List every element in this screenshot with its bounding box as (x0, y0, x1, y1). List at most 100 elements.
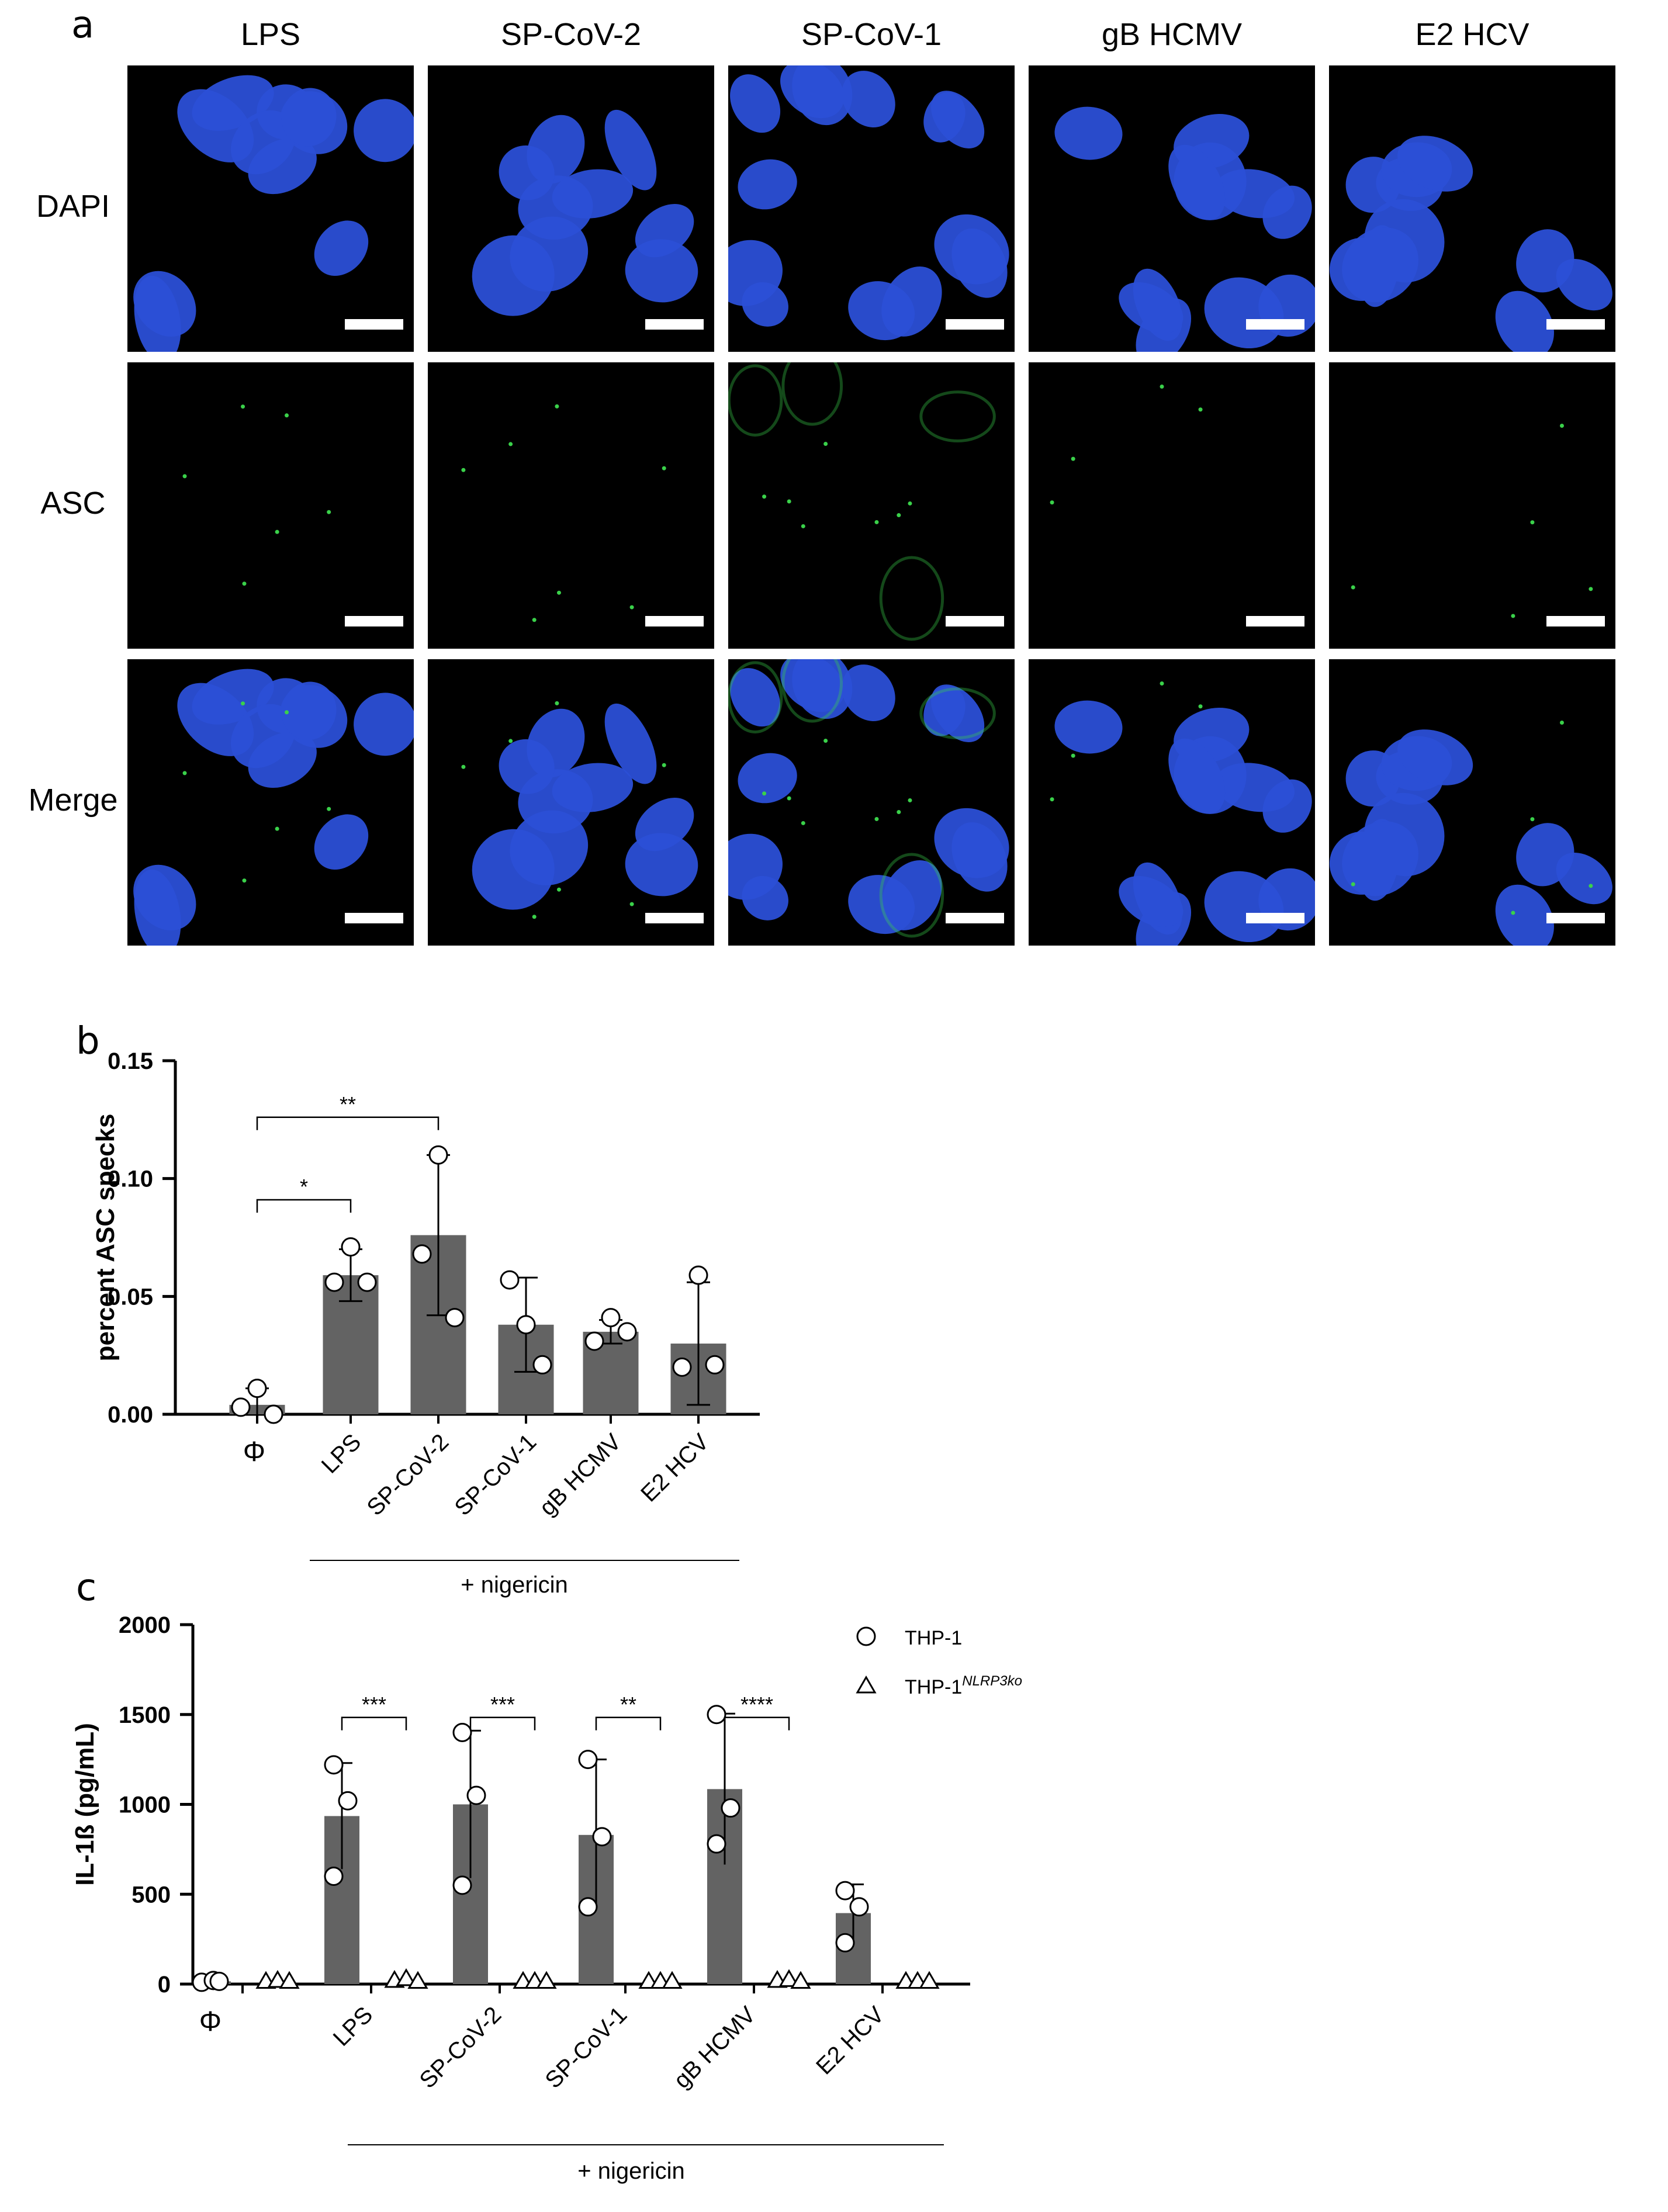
asc-ring (919, 390, 996, 442)
micrograph-dapi (1029, 65, 1315, 352)
significance-label: *** (362, 1692, 386, 1716)
asc-speck (1511, 614, 1515, 618)
nucleus (1168, 144, 1226, 220)
data-point-thp1-nlrp3ko (536, 1971, 557, 1989)
nucleus (604, 109, 657, 191)
nucleus (842, 664, 895, 721)
micrograph-asc (1329, 362, 1615, 649)
data-point (672, 1357, 692, 1377)
asc-speck (461, 764, 466, 769)
data-point (324, 1272, 344, 1292)
micrograph-image (182, 404, 331, 586)
asc-speck (801, 821, 805, 825)
column-header: E2 HCV (1415, 17, 1529, 52)
micrograph-image (728, 659, 1009, 938)
nucleus (1054, 106, 1123, 160)
data-point (247, 1379, 267, 1398)
data-point-thp1-nlrp3ko (662, 1971, 683, 1989)
data-point-thp1 (707, 1834, 726, 1854)
nucleus (1262, 185, 1312, 239)
scale-bar (345, 319, 403, 330)
nucleus (848, 875, 915, 934)
nucleus (1342, 227, 1418, 303)
legend-label-thp1-nlrp3ko: THP-1NLRP3ko (905, 1673, 1022, 1698)
asc-speck (242, 581, 247, 586)
asc-speck (461, 468, 466, 472)
data-point-thp1-nlrp3ko (396, 1968, 417, 1986)
asc-speck (1511, 911, 1515, 915)
scale-bar (345, 616, 403, 626)
nucleus (314, 814, 369, 870)
data-point-thp1-nlrp3ko (279, 1971, 300, 1989)
data-point (705, 1355, 725, 1375)
data-point (357, 1272, 377, 1292)
asc-speck (908, 798, 912, 802)
micrograph-image (133, 75, 414, 352)
legend-marker-thp1-nlrp3ko (856, 1675, 877, 1694)
y-tick-label: 0 (158, 1972, 171, 1998)
micrograph-image (728, 65, 1009, 341)
nucleus (742, 875, 788, 920)
nucleus (314, 220, 369, 276)
asc-speck (801, 524, 805, 528)
nucleus (134, 869, 181, 946)
column-header: SP-CoV-1 (801, 17, 942, 52)
micrograph-merge (428, 659, 714, 946)
asc-speck (1589, 587, 1593, 591)
asc-ring (781, 659, 843, 723)
micrograph-image (1329, 136, 1612, 352)
nucleus (1495, 290, 1554, 352)
nucleus (1516, 823, 1574, 887)
nigericin-label: + nigericin (461, 1572, 567, 1598)
column-header: LPS (240, 17, 301, 52)
asc-speck (1198, 407, 1203, 412)
nucleus (1054, 700, 1123, 754)
significance-label: ** (620, 1692, 636, 1716)
asc-speck (508, 739, 513, 743)
scale-bar (1546, 319, 1605, 330)
legend-label-superscript: NLRP3ko (962, 1673, 1022, 1689)
legend-label-thp1: THP-1 (905, 1627, 962, 1649)
asc-speck (241, 404, 245, 409)
data-point-thp1 (849, 1897, 869, 1917)
micrograph-image (461, 404, 666, 622)
significance-bracket (256, 1199, 352, 1213)
data-point (688, 1265, 708, 1285)
column-header: gB HCMV (1101, 17, 1243, 52)
asc-speck (556, 590, 561, 595)
scale-bar (1546, 616, 1605, 626)
asc-speck (285, 413, 289, 418)
asc-speck (823, 442, 828, 446)
chart-c: 0 500 1000 1500 2000 IL-1ß (pg/mL) Φ LPS SP-CoV-… (71, 1612, 1022, 2184)
row-label: ASC (40, 486, 106, 521)
asc-speck (242, 878, 247, 883)
micrograph-merge (1029, 659, 1315, 946)
asc-speck (275, 529, 279, 534)
scale-bar (946, 913, 1004, 923)
significance-bracket (595, 1716, 662, 1730)
asc-speck (908, 501, 912, 506)
asc-speck (1160, 385, 1164, 389)
nucleus (792, 65, 853, 126)
scale-bar (946, 319, 1004, 330)
data-point (601, 1308, 621, 1328)
asc-speck (1559, 424, 1564, 428)
micrograph-merge (127, 659, 414, 946)
data-point-thp1 (338, 1791, 358, 1811)
data-point (532, 1355, 552, 1375)
nucleus (134, 275, 181, 352)
nucleus (1397, 729, 1473, 785)
nucleus (354, 99, 414, 162)
significance-bracket (469, 1716, 536, 1730)
asc-speck (1071, 456, 1075, 461)
data-point-thp1 (209, 1971, 229, 1991)
legend-marker-thp1 (856, 1626, 876, 1646)
micrograph-asc (428, 362, 714, 649)
nucleus (625, 833, 698, 896)
micrograph-asc (1029, 362, 1315, 649)
asc-speck (897, 513, 901, 518)
asc-speck (662, 763, 666, 767)
panel-label-c: c (76, 1566, 97, 1609)
nucleus (281, 88, 337, 147)
data-point (341, 1237, 361, 1257)
